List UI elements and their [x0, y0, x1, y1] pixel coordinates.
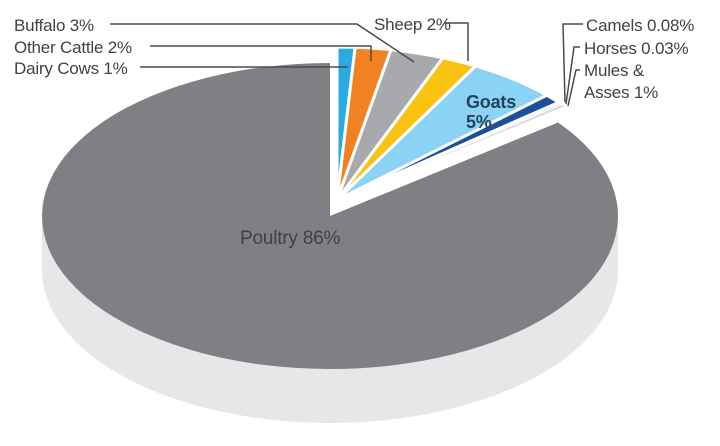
leader-line-horses [565, 46, 580, 105]
label-dairy-cows: Dairy Cows 1% [14, 59, 128, 78]
label-mules-asses-line1: Mules & [584, 61, 645, 80]
label-poultry: Poultry 86% [240, 228, 341, 249]
leader-line-camels [562, 23, 583, 103]
label-buffalo: Buffalo 3% [14, 16, 94, 35]
leader-line-other-cattle [150, 45, 372, 61]
slice-dairy-cows [335, 45, 357, 201]
label-mules-asses: Mules & Asses 1% [584, 60, 658, 104]
leader-line-sheep [444, 22, 469, 61]
label-goats-line2: 5% [466, 112, 492, 132]
label-goats-line1: Goats [466, 92, 517, 112]
label-sheep: Sheep 2% [374, 15, 451, 34]
label-camels: Camels 0.08% [586, 16, 695, 35]
label-other-cattle: Other Cattle 2% [14, 38, 132, 57]
label-goats: Goats 5% [466, 92, 516, 132]
slice-poultry [42, 63, 619, 370]
leader-line-mules-asses [567, 69, 580, 107]
leader-line-buffalo [110, 23, 415, 63]
label-horses: Horses 0.03% [584, 39, 689, 58]
label-mules-asses-line2: Asses 1% [584, 83, 658, 102]
pie-depth-base [42, 216, 618, 423]
